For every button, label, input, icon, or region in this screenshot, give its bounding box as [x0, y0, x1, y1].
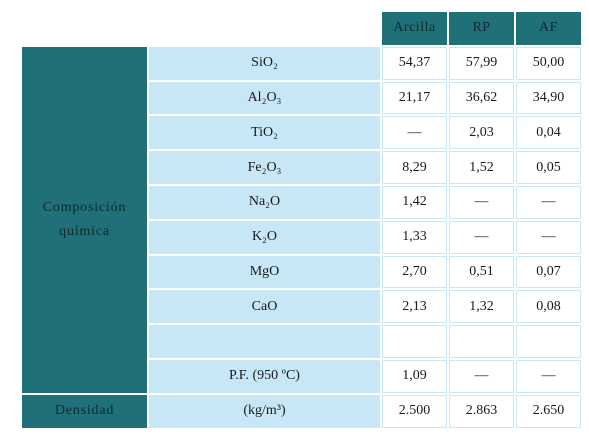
cell-value: 50,00	[516, 46, 581, 80]
cell-value: —	[449, 220, 514, 254]
data-row: K₂O 1,33— —	[22, 220, 581, 254]
cell-value: 1,09	[382, 359, 447, 393]
cell-value: 2.863	[449, 394, 514, 428]
cell-value: —	[516, 359, 581, 393]
cell-value: 1,32	[449, 290, 514, 324]
data-row: Al₂O₃ 21,17 36,62 34,90	[22, 81, 581, 115]
data-row: TiO₂ —2,03 0,04	[22, 116, 581, 150]
cell-value: —	[382, 116, 447, 150]
cell-value: 2.650	[516, 394, 581, 428]
cell-value: 0,05	[516, 151, 581, 184]
data-row: CaO 2,13 1,32 0,08	[22, 290, 581, 324]
cell-value: —	[449, 359, 514, 393]
cell-value: 2.500	[382, 394, 447, 428]
column-header: AF	[516, 12, 581, 45]
cell-value: 2,03	[449, 116, 514, 150]
data-row: Fe₂O₃ 8,29 1,52 0,05	[22, 151, 581, 184]
cell-value: 34,90	[516, 81, 581, 115]
composition-table: Arcilla RP AF Composición química SiO₂ 54,37 5…	[20, 10, 583, 430]
cell-value: 2,13	[382, 290, 447, 324]
row-label: K₂O	[149, 220, 380, 254]
row-label: CaO	[149, 290, 380, 324]
density-row: Densidad (kg/m³) 2.500 2.863 2.650	[22, 394, 581, 428]
cell-value: 0,51	[449, 255, 514, 289]
row-label: Fe₂O₃	[149, 151, 380, 184]
density-label: Densidad	[22, 394, 147, 428]
spacer	[22, 12, 147, 45]
row-label: TiO₂	[149, 116, 380, 150]
cell-value: 2,70	[382, 255, 447, 289]
empty-cell	[149, 325, 380, 358]
empty-cell	[382, 325, 447, 358]
cell-value: 54,37	[382, 46, 447, 80]
cell-value: 8,29	[382, 151, 447, 184]
row-label: Al₂O₃	[149, 81, 380, 115]
table-body: Arcilla RP AF Composición química SiO₂ 54,37 5…	[22, 12, 581, 428]
row-label: SiO₂	[149, 46, 380, 80]
cell-value: 0,07	[516, 255, 581, 289]
cell-value: 0,04	[516, 116, 581, 150]
cell-value: 57,99	[449, 46, 514, 80]
cell-value: 21,17	[382, 81, 447, 115]
cell-value: 1,52	[449, 151, 514, 184]
column-header: Arcilla	[382, 12, 447, 45]
cell-value: 1,42	[382, 185, 447, 219]
header-row: Arcilla RP AF	[22, 12, 581, 45]
cell-value: 1,33	[382, 220, 447, 254]
data-row: Na₂O 1,42— —	[22, 185, 581, 219]
row-label: MgO	[149, 255, 380, 289]
empty-cell	[449, 325, 514, 358]
data-row: Composición química SiO₂ 54,37 57,99 50,00	[22, 46, 581, 393]
cell-value: —	[516, 220, 581, 254]
group-label: Composición química	[22, 46, 147, 393]
density-unit: (kg/m³)	[149, 394, 380, 428]
data-row: P.F. (950 ºC) 1,09— —	[22, 359, 581, 393]
cell-value: 36,62	[449, 81, 514, 115]
cell-value: —	[449, 185, 514, 219]
data-row: MgO 2,70 0,51 0,07	[22, 255, 581, 289]
empty-row	[22, 325, 581, 358]
column-header: RP	[449, 12, 514, 45]
cell-value: 0,08	[516, 290, 581, 324]
empty-cell	[516, 325, 581, 358]
row-label: P.F. (950 ºC)	[149, 359, 380, 393]
row-label: Na₂O	[149, 185, 380, 219]
spacer	[149, 12, 380, 45]
cell-value: —	[516, 185, 581, 219]
